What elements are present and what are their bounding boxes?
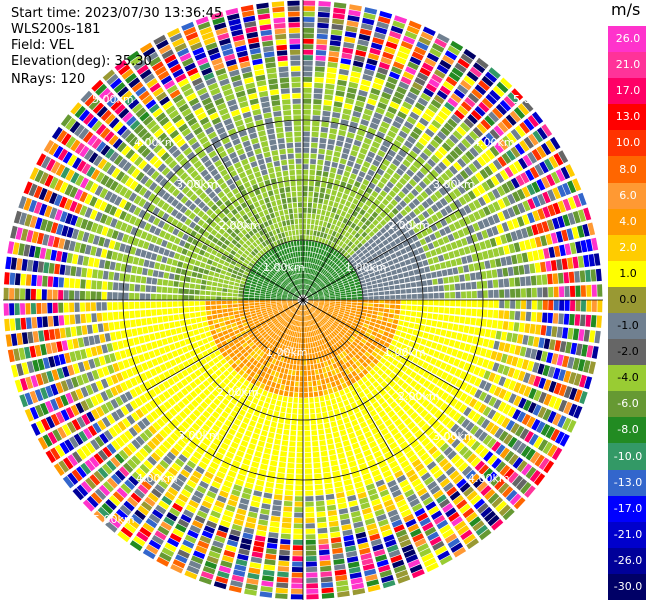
- azimuth-spoke: [212, 143, 304, 301]
- colorbar-segment: [608, 234, 646, 262]
- range-label: 2.00km: [219, 219, 261, 232]
- range-label: 4.00km: [473, 136, 515, 149]
- colorbar-segment: [608, 78, 646, 105]
- colorbar-segment: [608, 547, 646, 575]
- range-label: 1.00km: [263, 261, 305, 274]
- range-label: 1.00km: [266, 346, 308, 359]
- colorbar-segment: [608, 156, 646, 184]
- colorbar-tick-label: 13.0: [615, 110, 641, 124]
- colorbar-tick-label: -8.0: [617, 423, 639, 437]
- colorbar-tick-label: -30.0: [613, 579, 643, 593]
- colorbar-tick-label: 6.0: [619, 188, 637, 202]
- colorbar-tick-label: -6.0: [617, 397, 639, 411]
- colorbar-segment: [608, 573, 646, 601]
- range-rings: 1.00km 1.00km 1.00km 1.00km 2.00km 2.00km 2.00…: [3, 0, 603, 600]
- colorbar-segment: [608, 260, 646, 288]
- azimuth-spoke: [212, 299, 304, 457]
- colorbar-tick-label: 2.0: [619, 240, 637, 254]
- colorbar-tick-label: 21.0: [615, 58, 641, 72]
- elevation-label: Elevation(deg): 35.30: [11, 54, 152, 69]
- colorbar-segment: [608, 26, 646, 53]
- azimuth-spoke: [302, 299, 460, 391]
- colorbar-segment: [608, 52, 646, 79]
- colorbar-tick-label: 0.0: [619, 292, 637, 306]
- colorbar-segment: [608, 182, 646, 210]
- range-label: 2.00km: [398, 390, 440, 403]
- colorbar-tick-label: 10.0: [615, 136, 641, 150]
- range-label: 3.00km: [433, 178, 475, 191]
- colorbar-segment: [608, 130, 646, 157]
- colorbar-tick-label: -1.0: [617, 319, 639, 333]
- range-label: 1.00km: [345, 261, 387, 274]
- range-label: 5.00km: [513, 93, 555, 106]
- colorbar-segment: [608, 521, 646, 549]
- range-label: 2.00km: [388, 219, 430, 232]
- range-label: 5.00km: [93, 513, 135, 526]
- azimuth-spoke: [302, 299, 394, 457]
- colorbar-segment: [608, 339, 646, 366]
- range-label: 3.00km: [178, 429, 220, 442]
- range-label: 4.00km: [134, 136, 176, 149]
- colorbar-segment: [608, 443, 646, 471]
- colorbar-tick-label: -26.0: [613, 553, 643, 567]
- start-time-label: Start time: 2023/07/30 13:36:45: [11, 6, 223, 21]
- range-label: 3.00km: [176, 178, 218, 191]
- colorbar-tick-label: 4.0: [619, 214, 637, 228]
- range-label: 3.00km: [433, 430, 475, 443]
- colorbar-tick-label: 17.0: [615, 84, 641, 98]
- colorbar-segment: [608, 391, 646, 418]
- nrays-label: NRays: 120: [11, 72, 86, 87]
- range-label: 5.00km: [92, 93, 134, 106]
- colorbar-tick-label: 26.0: [615, 32, 641, 46]
- colorbar-segment: [608, 417, 646, 444]
- colorbar-segment: [608, 104, 646, 131]
- azimuth-spoke: [146, 209, 304, 301]
- colorbar-tick-label: -2.0: [617, 345, 639, 359]
- colorbar-segment: [608, 365, 646, 392]
- range-label: 2.00km: [217, 386, 259, 399]
- colorbar-segment: [608, 286, 646, 314]
- colorbar-segment: [608, 495, 646, 523]
- colorbar-tick-label: 1.0: [619, 266, 637, 280]
- site-label: WLS200s-181: [11, 22, 101, 37]
- colorbar-tick-label: -13.0: [613, 475, 643, 489]
- azimuth-spoke: [302, 209, 460, 301]
- colorbar-tick-label: 8.0: [619, 162, 637, 176]
- range-label: 1.00km: [384, 346, 426, 359]
- colorbar-tick-label: -21.0: [613, 527, 643, 541]
- range-label: 5.00km: [513, 93, 555, 106]
- velocity-field: [3, 0, 603, 600]
- azimuth-spoke: [146, 299, 304, 391]
- colorbar-segment: [608, 313, 646, 340]
- colorbar-tick-label: -17.0: [613, 501, 643, 515]
- colorbar-segment: [608, 469, 646, 497]
- colorbar-tick-label: -10.0: [613, 449, 643, 463]
- colorbar-segment: [608, 208, 646, 236]
- azimuth-spoke: [302, 143, 394, 301]
- field-label: Field: VEL: [11, 38, 74, 53]
- range-label: 4.00km: [136, 472, 178, 485]
- range-label: 4.00km: [468, 472, 510, 485]
- colorbar-tick-label: -4.0: [617, 371, 639, 385]
- colorbar-unit-label: m/s: [611, 0, 641, 19]
